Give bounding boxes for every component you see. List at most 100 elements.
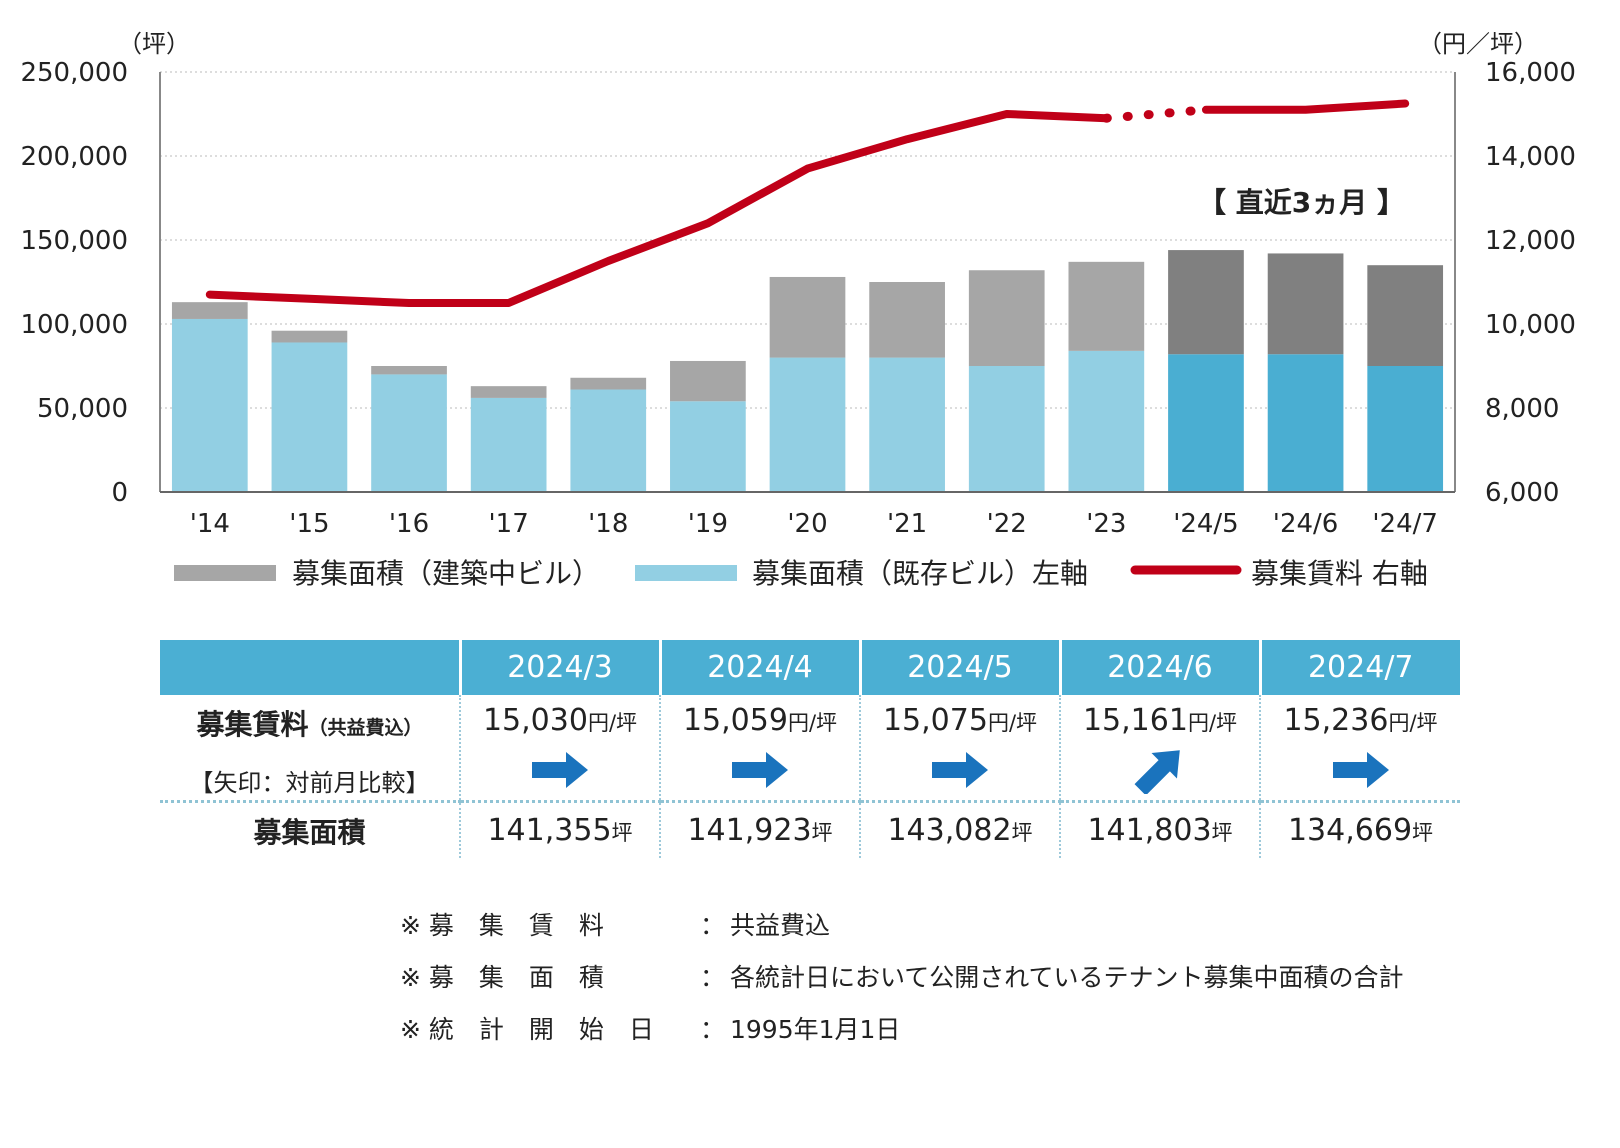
right-axis-unit: （円／坪）	[1418, 30, 1538, 58]
bar-existing	[470, 397, 547, 492]
rent-unit: 円/坪	[1187, 711, 1238, 735]
rent-value: 15,059	[682, 703, 788, 738]
area-cell: 141,803坪	[1059, 800, 1260, 858]
bar-construction	[1367, 265, 1444, 366]
trend-arrow-icon	[1061, 746, 1259, 796]
footnote-text: 共益費込	[730, 911, 831, 940]
rent-row-label: 募集賃料（共益費込） 【矢印：対前月比較】	[160, 695, 460, 802]
bar-construction	[769, 276, 846, 358]
rent-cell: 15,059円/坪	[659, 695, 860, 802]
x-tick-label: '15	[289, 509, 329, 539]
rent-cell: 15,161円/坪	[1059, 695, 1260, 802]
rent-unit: 円/坪	[1388, 711, 1438, 735]
trend-arrow-icon	[1261, 746, 1460, 794]
legend-swatch-construction	[174, 565, 276, 581]
table-corner	[160, 640, 460, 695]
area-cell: 141,355坪	[459, 800, 660, 858]
x-tick-label: '24/6	[1273, 509, 1339, 539]
rent-area-chart: 0 50,000 100,000 150,000 200,000 250,000 6,000…	[20, 30, 1576, 590]
area-value: 141,803	[1087, 813, 1212, 848]
rent-cell: 15,075円/坪	[859, 695, 1060, 802]
right-tick-label: 8,000	[1485, 394, 1559, 424]
footnote-text: 1995年1月1日	[730, 1015, 901, 1044]
x-tick-label: '14	[190, 509, 230, 539]
right-tick-label: 6,000	[1485, 478, 1559, 508]
rent-line-gap	[1101, 105, 1211, 123]
bar-existing	[968, 366, 1045, 492]
table-month-header: 2024/4	[658, 640, 860, 695]
rent-unit: 円/坪	[587, 711, 638, 735]
rent-unit: 円/坪	[987, 711, 1038, 735]
area-unit: 坪	[611, 821, 633, 845]
rent-line	[205, 110, 1111, 307]
legend-label-construction: 募集面積（建築中ビル）	[292, 557, 600, 590]
left-tick-label: 0	[111, 478, 128, 508]
area-value: 143,082	[887, 813, 1012, 848]
table-month-header: 2024/3	[458, 640, 660, 695]
bar-construction	[1267, 253, 1344, 355]
x-tick-label: '17	[489, 509, 529, 539]
area-value: 141,923	[687, 813, 812, 848]
recent-period-annotation: 【 直近3ヵ月 】	[1198, 186, 1405, 219]
x-tick-label: '21	[887, 509, 927, 539]
footnote-text: 各統計日において公開されているテナント募集中面積の合計	[730, 963, 1404, 992]
trend-arrow-icon	[861, 746, 1059, 794]
rent-value: 15,161	[1082, 703, 1188, 738]
footnote-sep: ：	[700, 963, 726, 992]
legend-label-rent: 募集賃料 右軸	[1251, 557, 1428, 590]
bar-construction	[171, 302, 248, 319]
bar-construction	[470, 386, 547, 398]
x-tick-label: '23	[1086, 509, 1126, 539]
table-month-header: 2024/7	[1258, 640, 1460, 695]
legend: 募集面積（建築中ビル） 募集面積（既存ビル）左軸 募集賃料 右軸	[174, 557, 1428, 590]
footnote-sep: ：	[700, 1015, 726, 1044]
table-month-header: 2024/6	[1058, 640, 1260, 695]
footnote: ※ 募 集 面 積 ： 各統計日において公開されているテナント募集中面積の合計	[400, 952, 1404, 1004]
x-tick-label: '20	[787, 509, 827, 539]
x-tick-label: '18	[588, 509, 628, 539]
area-unit: 坪	[1412, 821, 1434, 845]
left-tick-label: 50,000	[37, 394, 128, 424]
rent-unit: 円/坪	[787, 711, 838, 735]
bar-construction	[968, 270, 1045, 366]
area-cell: 141,923坪	[659, 800, 860, 858]
rent-label: 募集賃料	[196, 708, 309, 741]
x-tick-label: '24/5	[1173, 509, 1239, 539]
bar-existing	[171, 318, 248, 492]
bar-existing	[869, 357, 945, 492]
table-rent-row: 募集賃料（共益費込） 【矢印：対前月比較】 15,030円/坪 15,059円/…	[160, 695, 1460, 802]
footnote-sep: ：	[700, 911, 726, 940]
compare-label: 【矢印：対前月比較】	[189, 769, 430, 797]
area-label: 募集面積	[253, 815, 366, 849]
footnote-label: ※ 統 計 開 始 日	[400, 1015, 654, 1044]
bar-existing	[570, 389, 647, 492]
area-unit: 坪	[1011, 821, 1033, 845]
bar-existing	[271, 342, 348, 492]
x-tick-label: '16	[389, 509, 429, 539]
x-tick-label: '22	[987, 509, 1027, 539]
rent-value: 15,030	[482, 703, 588, 738]
table-month-header: 2024/5	[858, 640, 1060, 695]
rent-line-series	[205, 99, 1410, 307]
left-tick-label: 200,000	[20, 142, 128, 172]
bar-construction	[869, 282, 945, 358]
area-cell: 134,669坪	[1259, 800, 1460, 858]
footnote: ※ 統 計 開 始 日 ： 1995年1月1日	[400, 1004, 1404, 1056]
bar-construction	[271, 330, 348, 343]
right-tick-label: 12,000	[1485, 226, 1576, 256]
summary-table: 2024/3 2024/4 2024/5 2024/6 2024/7 募集賃料（…	[160, 640, 1460, 858]
left-tick-label: 150,000	[20, 226, 128, 256]
bar-construction	[670, 360, 746, 402]
bar-existing	[670, 401, 746, 492]
rent-sublabel: （共益費込）	[308, 717, 423, 739]
bar-existing	[371, 374, 447, 492]
bar-existing	[769, 357, 846, 492]
rent-cell: 15,030円/坪	[459, 695, 660, 802]
left-tick-label: 250,000	[20, 58, 128, 88]
area-value: 134,669	[1287, 813, 1413, 848]
x-tick-label: '19	[688, 509, 728, 539]
rent-cell: 15,236円/坪	[1259, 695, 1460, 802]
trend-arrow-icon	[461, 746, 659, 794]
area-cell: 143,082坪	[859, 800, 1060, 858]
trend-arrow-icon	[661, 746, 859, 794]
